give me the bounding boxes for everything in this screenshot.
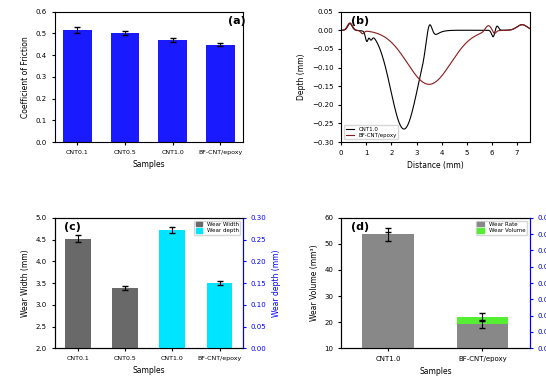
Bar: [363, 234, 414, 387]
CNT1.0: [422, 47, 429, 51]
CNT1.0: [401, 127, 407, 131]
CNT1.0: [418, 69, 425, 74]
BF-CNT/epoxy: [360, 31, 367, 36]
Y-axis label: Depth (mm): Depth (mm): [298, 54, 306, 100]
CNT1.0: [353, 28, 359, 33]
X-axis label: Samples: Samples: [133, 160, 165, 169]
Legend: Wear Rate, Wear Volume: Wear Rate, Wear Volume: [476, 221, 527, 235]
Bar: [206, 283, 233, 348]
Bar: [111, 33, 139, 142]
BF-CNT/epoxy: [418, 79, 424, 83]
Bar: [456, 317, 508, 374]
BF-CNT/epoxy: [446, 64, 452, 69]
Bar: [206, 45, 235, 142]
Bar: [159, 230, 186, 348]
Y-axis label: Wear Width (mm): Wear Width (mm): [21, 249, 30, 317]
BF-CNT/epoxy: [353, 27, 359, 32]
BF-CNT/epoxy: [425, 82, 432, 87]
Line: CNT1.0: CNT1.0: [341, 24, 530, 129]
Bar: [159, 308, 186, 387]
CNT1.0: [347, 21, 353, 26]
Text: (d): (d): [351, 222, 369, 232]
X-axis label: Samples: Samples: [133, 366, 165, 375]
Bar: [63, 30, 92, 142]
Y-axis label: Wear Volume (mm³): Wear Volume (mm³): [310, 245, 319, 321]
CNT1.0: [338, 28, 345, 33]
X-axis label: Distance (mm): Distance (mm): [407, 161, 464, 170]
Legend: CNT1.0, BF-CNT/epoxy: CNT1.0, BF-CNT/epoxy: [344, 125, 399, 139]
BF-CNT/epoxy: [338, 28, 345, 33]
CNT1.0: [526, 26, 533, 31]
Bar: [112, 288, 138, 387]
BF-CNT/epoxy: [426, 82, 432, 87]
BF-CNT/epoxy: [526, 26, 533, 31]
Bar: [206, 340, 233, 387]
Text: (a): (a): [228, 15, 246, 26]
CNT1.0: [446, 28, 452, 33]
Bar: [158, 40, 187, 142]
Y-axis label: Wear depth (mm): Wear depth (mm): [272, 249, 281, 317]
X-axis label: Samples: Samples: [419, 368, 452, 377]
Bar: [65, 239, 91, 387]
Text: (b): (b): [351, 15, 369, 26]
Line: BF-CNT/epoxy: BF-CNT/epoxy: [341, 23, 530, 84]
Y-axis label: Coefficient of Friction: Coefficient of Friction: [21, 36, 30, 118]
Legend: Wear Width, Wear depth: Wear Width, Wear depth: [194, 221, 240, 235]
BF-CNT/epoxy: [347, 21, 353, 25]
CNT1.0: [360, 29, 367, 34]
Text: (c): (c): [64, 222, 81, 232]
CNT1.0: [425, 25, 432, 29]
Bar: [456, 324, 508, 387]
Bar: [363, 239, 414, 374]
BF-CNT/epoxy: [422, 81, 429, 86]
